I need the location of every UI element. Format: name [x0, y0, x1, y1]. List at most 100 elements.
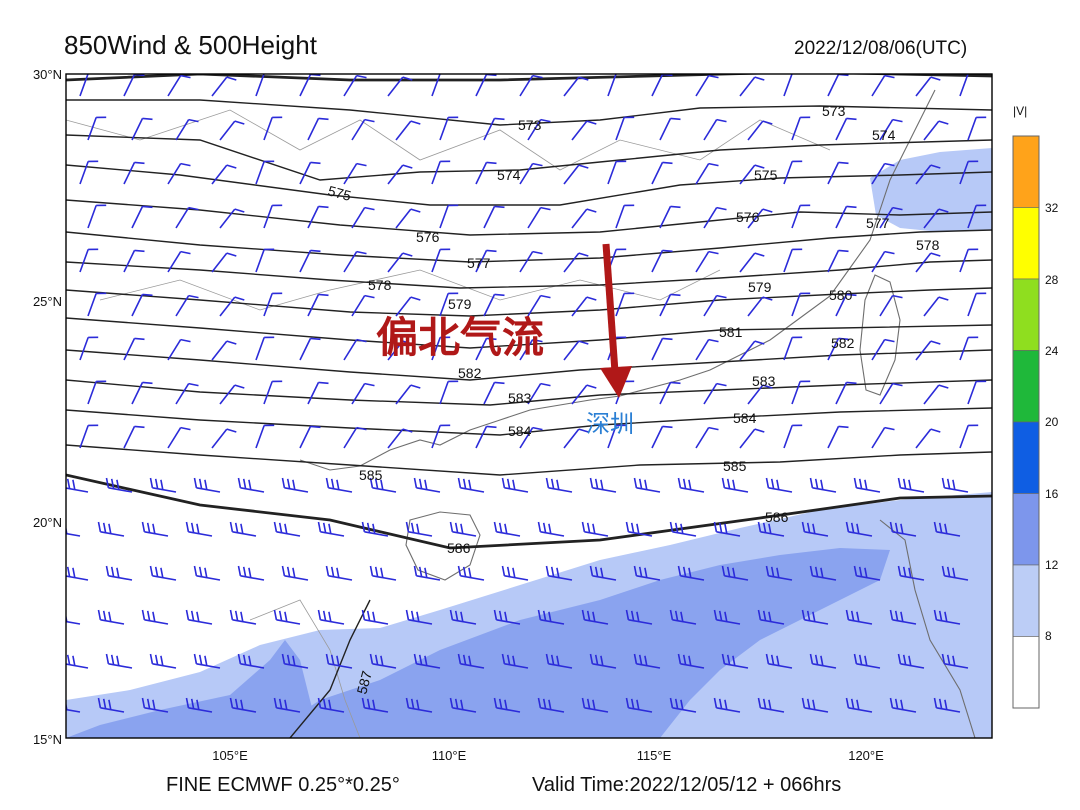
wind-barb-flag: [801, 609, 806, 620]
wind-barb: [540, 619, 565, 625]
wind-barb-flag: [234, 120, 245, 125]
wind-barb-flag: [356, 250, 367, 255]
wind-barb-flag: [501, 477, 506, 488]
wind-barb-flag: [410, 208, 421, 213]
wind-barb-flag: [310, 249, 321, 253]
wind-barb-flag: [494, 293, 505, 297]
wind-barb-flag: [108, 699, 112, 710]
wind-barb: [812, 663, 837, 669]
wind-barb: [131, 382, 144, 405]
taiwan-island: [859, 274, 901, 396]
wind-barb: [276, 619, 301, 625]
wind-barb: [123, 426, 136, 449]
wind-barb: [188, 619, 213, 625]
wind-barb: [944, 487, 969, 493]
lon-label-110e: 110°E: [432, 748, 467, 763]
wind-barb: [747, 120, 764, 141]
wind-barb-flag: [682, 566, 687, 577]
wind-barb-flag: [55, 698, 57, 708]
wind-barb: [431, 249, 441, 273]
colorbar-box: [1012, 350, 1040, 423]
wind-barb: [672, 707, 697, 713]
wind-barb-flag: [726, 478, 731, 489]
wind-barb-flag: [662, 337, 673, 341]
wind-barb-flag: [713, 521, 718, 532]
wind-barb-flag: [846, 117, 857, 121]
wind-barb-flag: [938, 698, 943, 709]
wind-barb: [232, 619, 257, 625]
wind-barb-flag: [506, 478, 511, 489]
contour-label-584-b: 584: [733, 410, 757, 426]
wind-barb: [123, 74, 136, 97]
wind-barb-flag: [708, 74, 719, 79]
wind-barb-flag: [662, 249, 673, 253]
wind-barb-flag: [369, 477, 374, 488]
wind-barb-flag: [716, 206, 727, 211]
wind-barb: [66, 663, 89, 669]
wind-barb-flag: [944, 611, 948, 622]
wind-barb: [651, 426, 664, 449]
wind-barb-flag: [325, 565, 330, 576]
wind-barb-flag: [688, 567, 692, 578]
wind-barb-flag: [493, 521, 498, 532]
wind-barb-flag: [600, 655, 604, 666]
wind-barb: [299, 426, 312, 449]
wind-barb-flag: [930, 428, 941, 433]
wind-barb-flag: [708, 426, 719, 431]
flow-arrow-shaft: [602, 243, 619, 373]
wind-barb-flag: [278, 610, 283, 621]
wind-barb-flag: [952, 479, 956, 490]
wind-barb-flag: [204, 479, 208, 490]
wind-barb: [571, 296, 588, 317]
wind-barb-flag: [578, 252, 589, 257]
wind-barb: [483, 294, 496, 317]
wind-barb: [108, 575, 133, 581]
wind-barb-flag: [318, 293, 329, 297]
wind-barb-flag: [134, 337, 145, 341]
contour-label-576-a: 576: [416, 229, 440, 245]
wind-barb-flag: [776, 479, 780, 490]
wind-barb: [284, 575, 309, 581]
wind-barb-flag: [941, 653, 946, 664]
wind-barb-flag: [240, 611, 244, 622]
wind-barb-flag: [284, 699, 288, 710]
wind-barb-flag: [486, 337, 497, 341]
lat-label-15n: 15°N: [33, 732, 62, 747]
wind-barb: [680, 575, 705, 581]
wind-barb-flag: [240, 523, 244, 534]
wind-barb-flag: [726, 654, 731, 665]
wind-barb: [100, 619, 125, 625]
wind-barb: [408, 531, 433, 537]
contour-label-587: 587: [353, 669, 375, 696]
wind-barb-flag: [938, 208, 949, 213]
wind-barb-flag: [600, 567, 604, 578]
wind-barb-flag: [732, 655, 736, 666]
wind-barb-flag: [325, 653, 330, 664]
wind-barb: [123, 250, 136, 273]
wind-barb-flag: [292, 479, 296, 490]
wind-barb-flag: [330, 478, 335, 489]
wind-barb-flag: [812, 611, 816, 622]
wind-barb-flag: [188, 118, 199, 123]
wind-barb-flag: [850, 698, 855, 709]
wind-barb-flag: [242, 566, 247, 577]
wind-barb: [211, 340, 228, 361]
wind-barb-flag: [105, 653, 110, 664]
wind-barb-flag: [322, 698, 327, 709]
wind-barb: [936, 531, 961, 537]
wind-barb-flag: [486, 425, 497, 429]
wind-barb: [628, 707, 653, 713]
wind-barb-flag: [198, 478, 203, 489]
wind-barb: [504, 575, 529, 581]
wind-barb-flag: [680, 611, 684, 622]
wind-barb-flag: [97, 521, 102, 532]
wind-barb-flag: [330, 566, 335, 577]
wind-barb-flag: [454, 698, 459, 709]
wind-barb: [804, 531, 829, 537]
wind-barb-flag: [198, 654, 203, 665]
wind-barb: [475, 338, 488, 361]
wind-barb-flag: [946, 654, 951, 665]
wind-barb-flag: [336, 655, 340, 666]
map-frame: [65, 73, 993, 739]
wind-barb-flag: [193, 477, 198, 488]
